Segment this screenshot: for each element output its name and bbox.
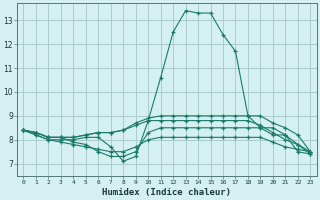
X-axis label: Humidex (Indice chaleur): Humidex (Indice chaleur)	[102, 188, 231, 197]
